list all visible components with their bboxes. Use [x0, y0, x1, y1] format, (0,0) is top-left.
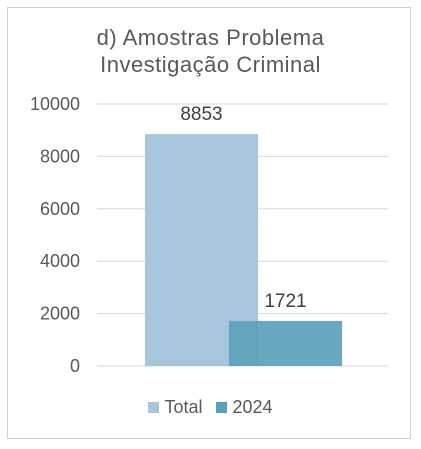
legend: Total 2024 [0, 397, 421, 418]
chart-title-line-2: Investigação Criminal [100, 52, 321, 77]
y-tick-label-0: 0 [70, 356, 80, 376]
data-label-total: 8853 [180, 104, 222, 125]
legend-item-2024: 2024 [216, 397, 273, 418]
legend-label-total: Total [164, 397, 203, 417]
legend-item-total: Total [148, 397, 202, 418]
y-tick-label-10000: 10000 [30, 94, 80, 114]
chart-title-line-1: d) Amostras Problema [96, 25, 325, 50]
chart-title: d) Amostras Problema Investigação Crimin… [0, 24, 421, 78]
legend-swatch-total [148, 402, 160, 413]
y-tick-label-6000: 6000 [40, 199, 80, 219]
legend-label-2024: 2024 [232, 397, 273, 417]
bar-2024 [229, 320, 342, 366]
legend-swatch-2024 [216, 402, 228, 413]
y-tick-label-4000: 4000 [40, 251, 80, 271]
y-tick-label-2000: 2000 [40, 304, 80, 324]
y-tick-label-8000: 8000 [40, 146, 80, 166]
data-label-2024: 1721 [264, 291, 306, 312]
